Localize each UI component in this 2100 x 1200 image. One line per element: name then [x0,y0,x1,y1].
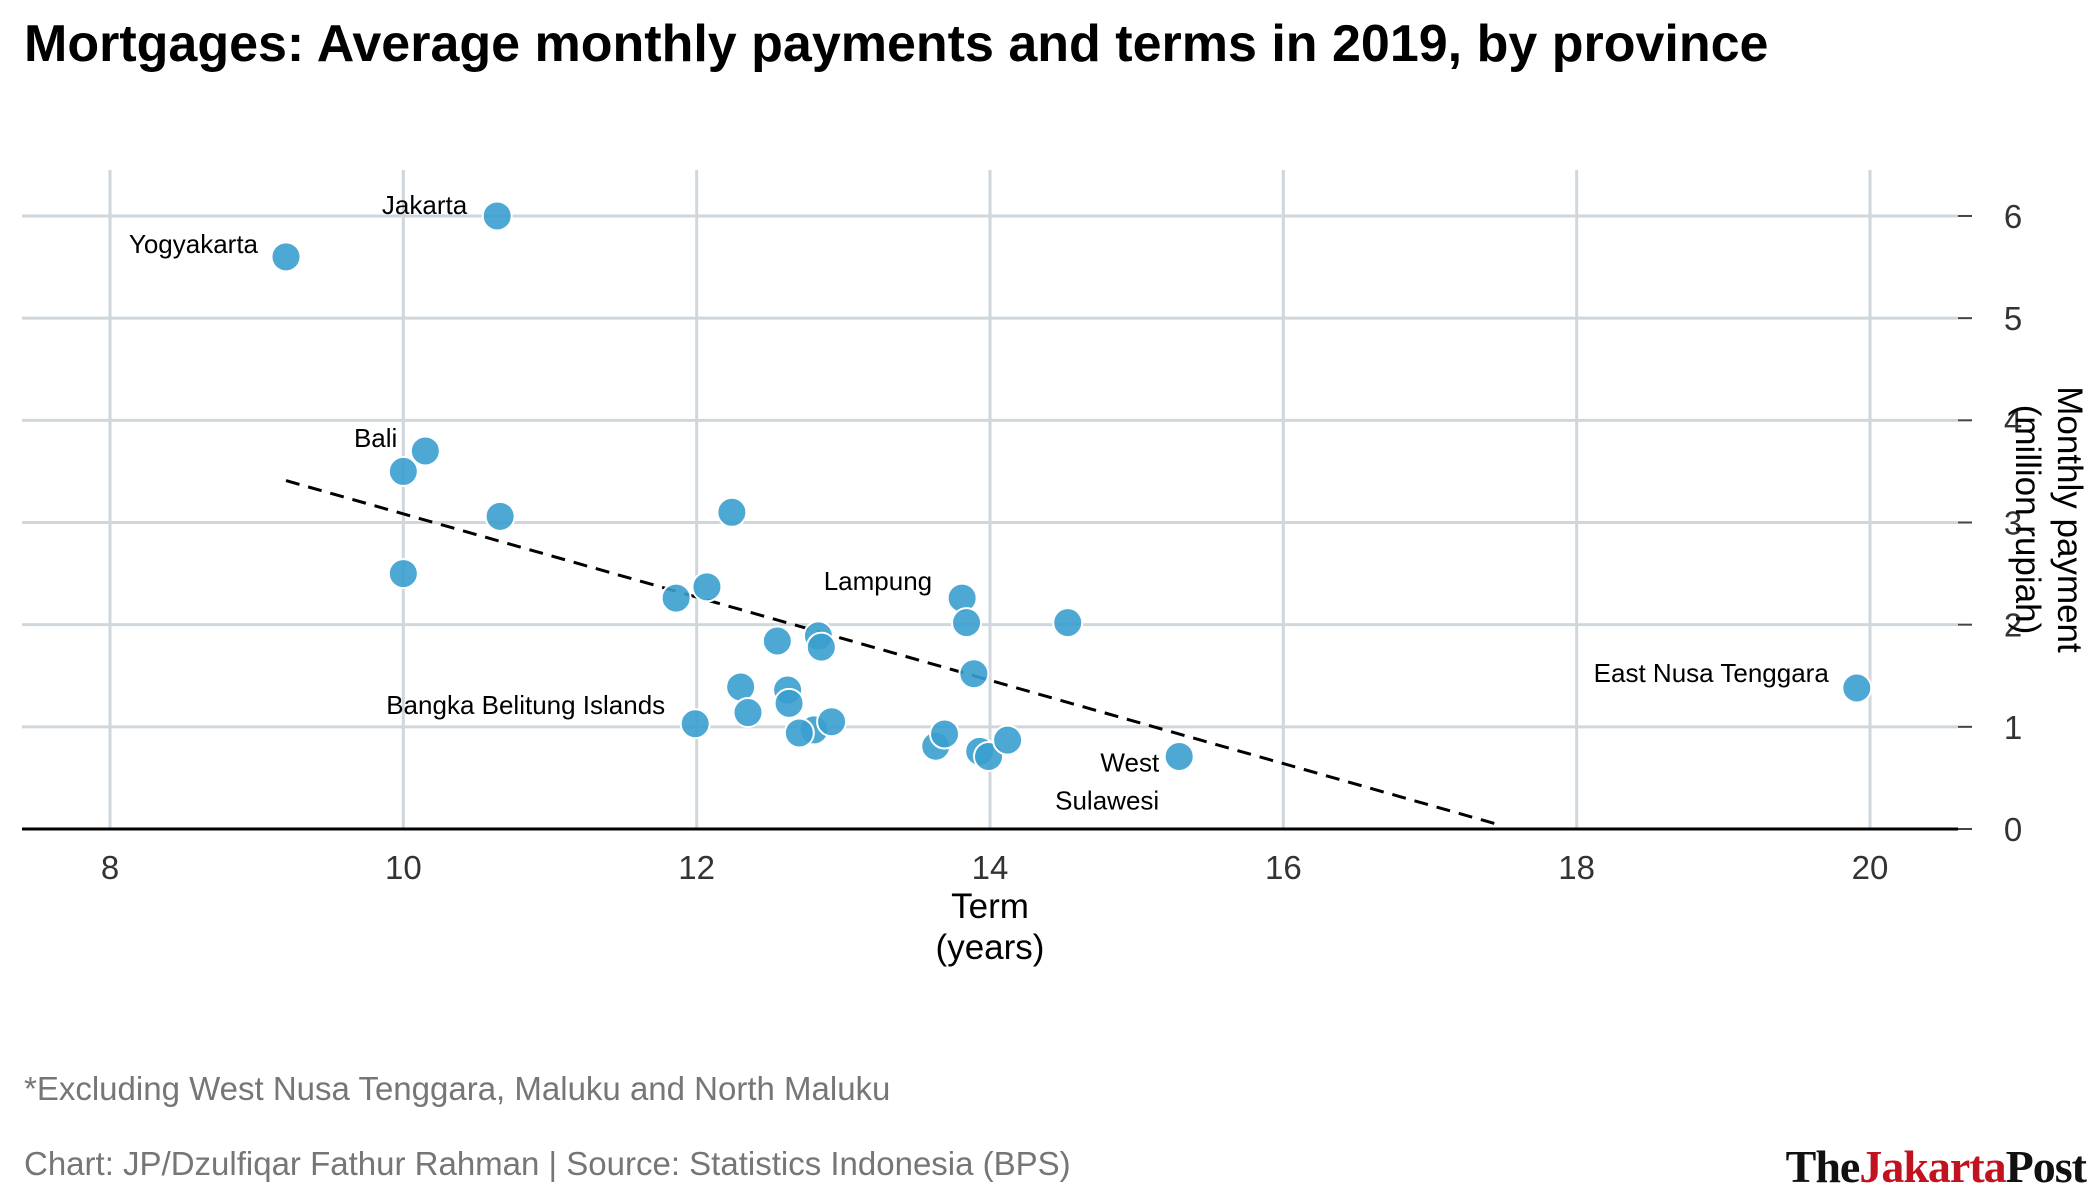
axis-titles: Term(years) Monthly payment(million rupia… [936,386,2089,967]
data-point [387,558,419,590]
y-tick-label: 5 [2004,300,2022,337]
publisher-logo: TheJakartaPost [1785,1140,2087,1193]
point-label: Bali [354,423,397,453]
data-point [660,582,692,614]
point-label: East Nusa Tenggara [1594,658,1830,688]
y-tick-label: 0 [2004,811,2022,848]
point-labels: Jakarta Yogyakarta Bali Lampung Bangka Belit… [129,190,1829,815]
data-point [1163,740,1195,772]
logo-part-post: Post [2005,1141,2087,1192]
point-label: Jakarta [382,190,468,220]
data-points [270,200,1873,772]
y-tick-label: 2 [2004,607,2022,644]
data-point [783,717,815,749]
data-point [929,718,961,750]
data-point [481,200,513,232]
data-point [484,500,516,532]
x-tick-label: 8 [101,849,119,886]
x-tick-label: 18 [1558,849,1595,886]
trendline-group [285,479,1497,826]
data-point [1841,672,1873,704]
x-tick-label: 20 [1852,849,1889,886]
logo-part-the: The [1785,1141,1861,1192]
point-label-line: Sulawesi [1055,785,1159,815]
y-axis-title-line: (million rupiah) [2008,405,2047,635]
data-point [958,658,990,690]
y-tick-label: 3 [2004,504,2022,541]
x-tick-label: 14 [972,849,1009,886]
point-label: Yogyakarta [129,229,259,259]
data-point [409,435,441,467]
source-credit: Chart: JP/Dzulfiqar Fathur Rahman | Sour… [24,1145,1071,1182]
y-tick-label: 1 [2004,709,2022,746]
data-point [1052,607,1084,639]
data-point [951,607,983,639]
x-tick-label: 10 [385,849,422,886]
y-tick-label: 4 [2004,402,2022,439]
data-point [691,571,723,603]
point-label: Lampung [824,566,932,596]
y-axis-title-line: Monthly payment [2050,386,2089,653]
data-point [992,724,1024,756]
data-point [270,241,302,273]
data-point [816,706,848,738]
point-label: West Sulawesi [1055,747,1160,815]
x-axis-title-line: Term [951,887,1029,926]
data-point [679,708,711,740]
x-tick-label: 16 [1265,849,1302,886]
data-point [761,625,793,657]
point-label: Bangka Belitung Islands [386,690,665,720]
footnote: *Excluding West Nusa Tenggara, Maluku an… [24,1070,891,1107]
x-tick-label: 12 [678,849,715,886]
chart-title: Mortgages: Average monthly payments and … [24,15,1769,73]
data-point [732,697,764,729]
point-label-line: West [1100,747,1160,777]
x-axis-title-line: (years) [936,928,1045,967]
logo-part-jakarta: Jakarta [1859,1141,2006,1192]
trendline [285,479,1497,826]
data-point [387,455,419,487]
gridlines [22,170,1972,830]
y-tick-label: 6 [2004,198,2022,235]
data-point [805,631,837,663]
data-point [716,496,748,528]
data-point [773,687,805,719]
data-point [725,671,757,703]
